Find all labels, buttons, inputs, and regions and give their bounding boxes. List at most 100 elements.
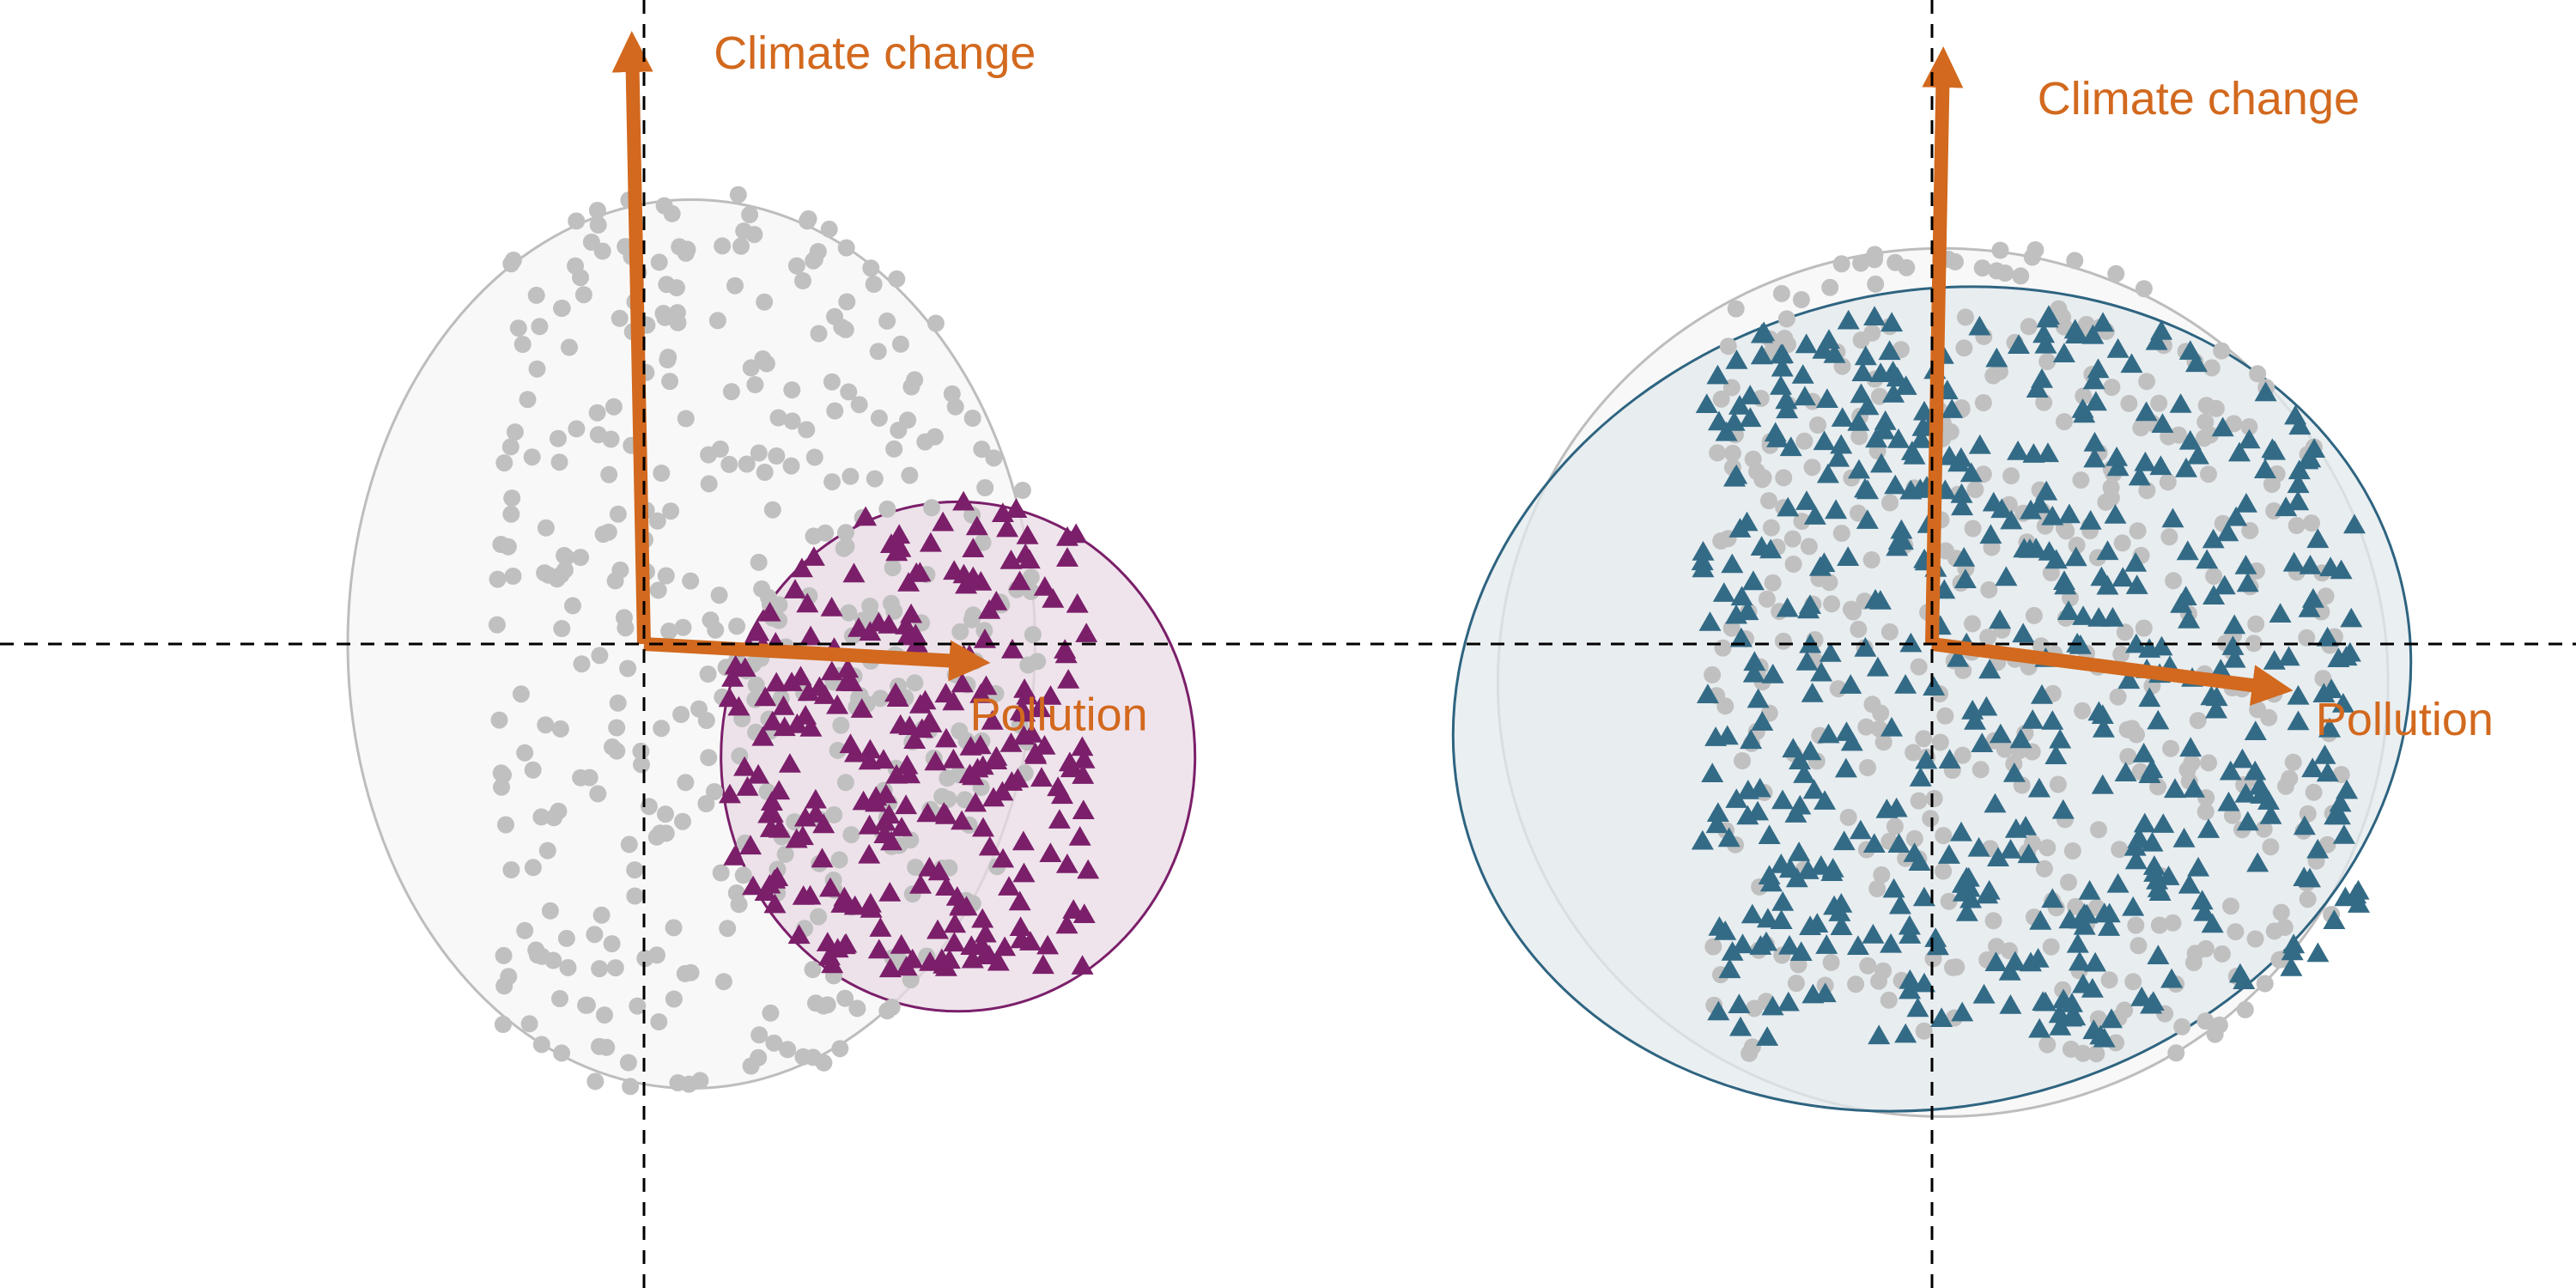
series-1-point	[2176, 540, 2199, 561]
series-1-point	[1755, 931, 1777, 951]
series-1-point	[1951, 495, 1974, 516]
series-0-point	[2299, 890, 2317, 908]
series-1-point	[2057, 503, 2081, 524]
series-1-point	[978, 835, 1001, 856]
series-1-point	[2287, 490, 2310, 511]
series-0-point	[738, 455, 756, 473]
series-0-point	[750, 1048, 768, 1066]
series-1-point	[1909, 767, 1932, 787]
series-0-point	[750, 553, 768, 571]
series-0-point	[2103, 379, 2121, 396]
series-1-point	[1743, 651, 1766, 671]
series-1-point	[1747, 688, 1770, 708]
series-1-point	[761, 710, 784, 731]
series-1-point	[1742, 662, 1765, 683]
series-0-point	[2245, 635, 2263, 653]
series-1-point	[1030, 767, 1053, 787]
series-1-point	[1718, 958, 1741, 979]
series-1-point	[2125, 574, 2148, 594]
series-1-point	[826, 694, 849, 714]
series-0-point	[1859, 957, 1877, 975]
series-1-point	[2281, 940, 2304, 961]
series-1-point	[2124, 849, 2148, 870]
series-0-point	[1852, 254, 1870, 272]
series-1-point	[999, 732, 1023, 752]
series-1-point	[1695, 393, 1718, 413]
series-0-point	[503, 489, 521, 507]
series-1-point	[1898, 914, 1921, 935]
series-1-point	[1856, 509, 1879, 529]
series-1-point	[784, 579, 806, 598]
series-0-point	[1793, 513, 1811, 531]
series-0-point	[1936, 707, 1954, 725]
series-0-point	[1744, 450, 1762, 468]
series-1-point	[992, 848, 1015, 868]
series-0-point	[727, 884, 745, 902]
series-1-point	[2164, 778, 2186, 799]
series-1-point	[1029, 697, 1051, 718]
series-1-point	[1998, 960, 2021, 981]
series-1-point	[2029, 909, 2052, 930]
series-1-point	[1894, 375, 1917, 395]
series-0-point	[923, 499, 940, 517]
series-1-point	[2296, 449, 2319, 470]
series-1-point	[2020, 499, 2042, 519]
series-1-point	[1875, 799, 1899, 818]
series-1-point	[1978, 659, 2002, 679]
series-1-point	[1915, 749, 1938, 769]
series-1-point	[751, 726, 775, 746]
series-1-point	[860, 898, 883, 918]
series-1-point	[2205, 698, 2227, 719]
series-1-point	[2098, 902, 2121, 923]
series-0-point	[1935, 862, 1953, 880]
series-1-point	[1795, 333, 1818, 354]
series-0-point	[608, 742, 626, 760]
series-1-point	[952, 490, 975, 511]
series-1-point	[1058, 751, 1081, 772]
series-0-point	[1915, 1022, 1933, 1040]
series-1-point	[2196, 549, 2219, 569]
series-0-point	[817, 524, 835, 542]
series-1-point	[811, 848, 834, 868]
series-1-point	[961, 948, 984, 969]
series-0-point	[2225, 415, 2243, 433]
series-1-point	[1848, 459, 1870, 479]
series-0-point	[1947, 252, 1964, 270]
series-0-point	[658, 276, 676, 294]
series-1-point	[2117, 669, 2141, 690]
series-0-point	[750, 1026, 769, 1044]
series-0-point	[553, 300, 570, 318]
series-0-point	[2038, 353, 2057, 371]
series-0-point	[783, 381, 801, 399]
series-1-point	[2087, 701, 2111, 721]
series-0-point	[2256, 975, 2274, 993]
series-0-point	[537, 716, 555, 734]
series-1-point	[2231, 748, 2254, 769]
series-0-point	[2109, 688, 2127, 706]
series-0-point	[603, 935, 621, 953]
series-1-point	[896, 754, 919, 775]
series-1-point	[1899, 632, 1923, 653]
series-1-point	[2330, 559, 2353, 580]
series-0-point	[2196, 803, 2215, 821]
series-1-point	[971, 755, 994, 775]
series-1-point	[2093, 1027, 2116, 1048]
series-1-point	[2235, 493, 2257, 513]
series-0-point	[659, 351, 677, 368]
series-0-point	[1024, 626, 1042, 643]
series-1-point	[1985, 347, 2008, 368]
series-0-point	[1925, 790, 1943, 807]
series-1-point	[2128, 465, 2151, 486]
series-1-point	[1751, 711, 1774, 731]
series-1-point	[888, 524, 911, 544]
series-1-point	[1906, 997, 1929, 1018]
series-1-point	[2331, 693, 2354, 713]
series-1-point	[1947, 647, 1970, 667]
series-1-point	[1863, 306, 1886, 325]
series-0-point	[577, 996, 595, 1014]
series-0-point	[711, 440, 729, 458]
series-1-point	[1900, 440, 1923, 460]
series-0-point	[672, 706, 690, 723]
series-0-point	[2205, 568, 2223, 585]
series-1-point	[2060, 1006, 2082, 1027]
